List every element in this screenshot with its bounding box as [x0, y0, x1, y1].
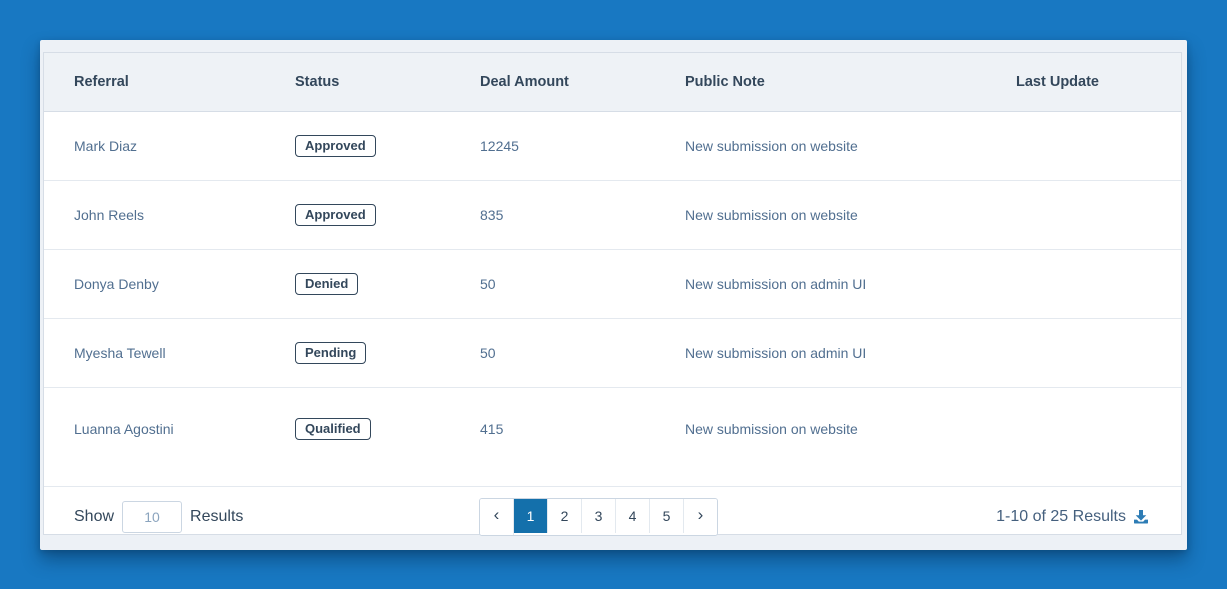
referrals-table-container: Referral Status Deal Amount Public Note … — [43, 52, 1182, 536]
cell-public-note: New submission on website — [655, 387, 986, 487]
cell-last-update — [986, 387, 1181, 487]
cell-last-update — [986, 249, 1181, 319]
cell-status: Approved — [265, 180, 450, 250]
cell-public-note: New submission on website — [655, 111, 986, 181]
cell-referral: Mark Diaz — [44, 111, 265, 181]
page-size-input[interactable] — [122, 501, 183, 533]
cell-public-note: New submission on admin UI — [655, 318, 986, 388]
cell-public-note: New submission on website — [655, 180, 986, 250]
table-row: John Reels Approved 835 New submission on w… — [44, 180, 1181, 250]
pagination-page-button-1[interactable]: 1 — [514, 499, 548, 533]
cell-last-update — [986, 111, 1181, 181]
column-header-status: Status — [265, 53, 450, 112]
table-row: Luanna Agostini Qualified 415 New submissio… — [44, 387, 1181, 487]
pagination-page-button-4[interactable]: 4 — [616, 499, 650, 533]
pagination-page-button-2[interactable]: 2 — [548, 499, 582, 533]
cell-referral: Donya Denby — [44, 249, 265, 319]
referrals-table: Referral Status Deal Amount Public Note … — [44, 53, 1181, 487]
cell-referral: Myesha Tewell — [44, 318, 265, 388]
show-label: Show — [74, 508, 115, 525]
table-body: Mark Diaz Approved 12245 New submission on … — [44, 111, 1181, 487]
cell-status: Pending — [265, 318, 450, 388]
cell-public-note: New submission on admin UI — [655, 249, 986, 319]
pagination-prev-button[interactable]: ‹ — [480, 499, 514, 535]
table-row: Myesha Tewell Pending 50 New submission on … — [44, 318, 1181, 388]
cell-status: Approved — [265, 111, 450, 181]
cell-deal-amount: 50 — [450, 249, 655, 319]
cell-status: Qualified — [265, 387, 450, 487]
table-header: Referral Status Deal Amount Public Note … — [44, 53, 1181, 112]
cell-deal-amount: 12245 — [450, 111, 655, 181]
pagination-page-button-3[interactable]: 3 — [582, 499, 616, 533]
status-badge: Approved — [295, 204, 376, 226]
page-size-control: Show Results — [74, 501, 243, 533]
cell-referral: Luanna Agostini — [44, 387, 265, 487]
cell-status: Denied — [265, 249, 450, 319]
results-summary-text: 1-10 of 25 Results — [996, 508, 1126, 525]
download-icon[interactable] — [1133, 509, 1149, 525]
column-header-last-update: Last Update — [986, 53, 1181, 112]
cell-last-update — [986, 180, 1181, 250]
pagination-next-button[interactable]: › — [684, 499, 717, 535]
cell-deal-amount: 50 — [450, 318, 655, 388]
status-badge: Denied — [295, 273, 359, 295]
results-summary: 1-10 of 25 Results — [996, 508, 1149, 526]
status-badge: Qualified — [295, 418, 371, 440]
pagination: ‹ 1 2 3 4 5 › — [479, 498, 718, 536]
column-header-public-note: Public Note — [655, 53, 986, 112]
results-card: Referral Status Deal Amount Public Note … — [40, 40, 1187, 550]
cell-deal-amount: 835 — [450, 180, 655, 250]
status-badge: Approved — [295, 135, 376, 157]
table-row: Mark Diaz Approved 12245 New submission on … — [44, 111, 1181, 181]
results-label: Results — [190, 508, 244, 525]
cell-deal-amount: 415 — [450, 387, 655, 487]
column-header-referral: Referral — [44, 53, 265, 112]
table-row: Donya Denby Denied 50 New submission on adm… — [44, 249, 1181, 319]
status-badge: Pending — [295, 342, 367, 364]
pagination-page-button-5[interactable]: 5 — [650, 499, 684, 533]
cell-last-update — [986, 318, 1181, 388]
column-header-deal-amount: Deal Amount — [450, 53, 655, 112]
cell-referral: John Reels — [44, 180, 265, 250]
